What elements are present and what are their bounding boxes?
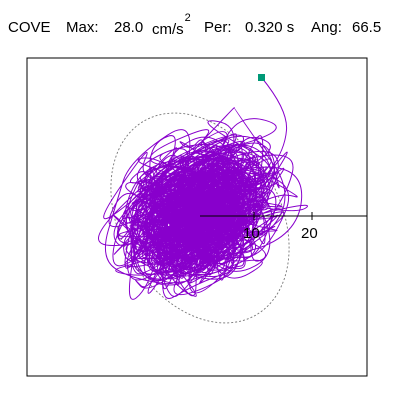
motion-trace [97, 77, 309, 300]
per-value: 0.320 s [245, 19, 295, 36]
confidence-ellipse [110, 112, 290, 324]
max-unit: cm/s2 [152, 12, 191, 38]
ang-value: 66.5 [352, 19, 382, 36]
axis-tick-label-20: 20 [301, 225, 318, 242]
max-value: 28.0 [114, 19, 144, 36]
header-bar: COVE Max: 28.0 cm/s2 Per: 0.320 s Ang: 6… [8, 12, 398, 43]
max-unit-exponent: 2 [184, 12, 191, 24]
axis-tick-label-10: 10 [243, 225, 260, 242]
ang-label: Ang: [311, 19, 342, 36]
per-label: Per: [204, 19, 232, 36]
trace-start-marker [258, 74, 265, 81]
max-unit-text: cm/s [152, 21, 184, 38]
max-label: Max: [66, 19, 99, 36]
station-name: COVE [8, 19, 51, 36]
plot-frame [26, 57, 368, 377]
